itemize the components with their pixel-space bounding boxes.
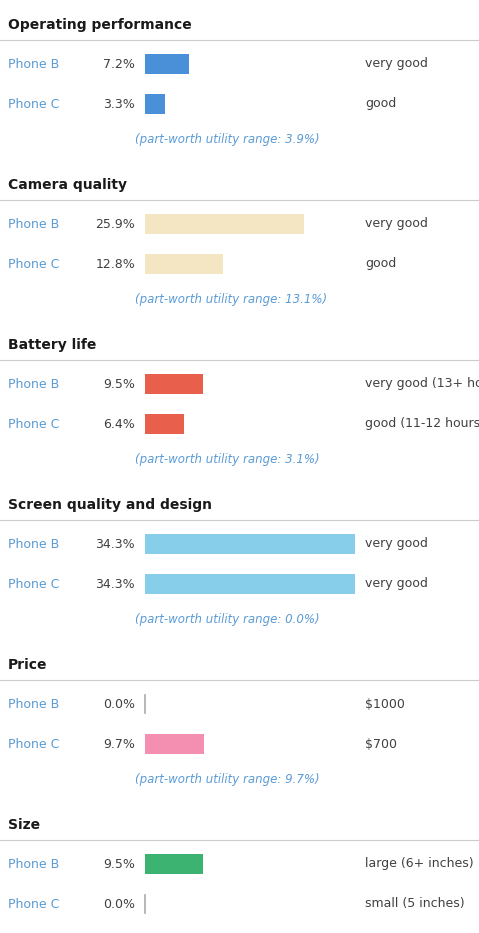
Text: Phone B: Phone B (8, 857, 59, 870)
Text: 9.7%: 9.7% (103, 737, 135, 750)
Text: 0.0%: 0.0% (103, 698, 135, 711)
Text: large (6+ inches): large (6+ inches) (365, 857, 474, 870)
Text: $1000: $1000 (365, 698, 405, 711)
Text: good: good (365, 258, 396, 271)
Bar (145, 374, 203, 394)
Text: 25.9%: 25.9% (95, 217, 135, 230)
Text: Camera quality: Camera quality (8, 178, 127, 192)
Text: 9.5%: 9.5% (103, 378, 135, 391)
Text: Phone B: Phone B (8, 537, 59, 550)
Text: Phone C: Phone C (8, 737, 59, 750)
Text: small (5 inches): small (5 inches) (365, 898, 465, 911)
Text: $700: $700 (365, 737, 397, 750)
Text: (part-worth utility range: 3.9%): (part-worth utility range: 3.9%) (135, 133, 319, 146)
Bar (145, 255, 223, 273)
Text: 7.2%: 7.2% (103, 58, 135, 71)
Bar (145, 215, 304, 233)
Text: 9.5%: 9.5% (103, 857, 135, 870)
Text: 0.0%: 0.0% (103, 898, 135, 911)
Text: (part-worth utility range: 0.0%): (part-worth utility range: 0.0%) (135, 614, 319, 626)
Text: Operating performance: Operating performance (8, 18, 192, 32)
Text: Phone C: Phone C (8, 258, 59, 271)
Text: Phone B: Phone B (8, 58, 59, 71)
Text: Price: Price (8, 658, 47, 672)
Text: Phone B: Phone B (8, 698, 59, 711)
Text: (part-worth utility range: 3.1%): (part-worth utility range: 3.1%) (135, 453, 319, 466)
Bar (145, 855, 203, 873)
Text: 34.3%: 34.3% (95, 578, 135, 591)
Text: 34.3%: 34.3% (95, 537, 135, 550)
Text: Screen quality and design: Screen quality and design (8, 498, 212, 512)
Text: Battery life: Battery life (8, 338, 96, 352)
Text: Phone C: Phone C (8, 98, 59, 110)
Text: Size: Size (8, 818, 40, 832)
Text: Phone B: Phone B (8, 378, 59, 391)
Text: 12.8%: 12.8% (95, 258, 135, 271)
Bar (145, 94, 165, 114)
Text: 3.3%: 3.3% (103, 98, 135, 110)
Text: very good: very good (365, 537, 428, 550)
Text: very good: very good (365, 58, 428, 71)
Text: Phone C: Phone C (8, 578, 59, 591)
Text: good: good (365, 98, 396, 110)
Bar (145, 575, 355, 593)
Bar (145, 54, 189, 74)
Bar (145, 414, 184, 434)
Text: Phone C: Phone C (8, 898, 59, 911)
Text: 6.4%: 6.4% (103, 417, 135, 430)
Text: very good (13+ hours): very good (13+ hours) (365, 378, 479, 391)
Bar (145, 734, 205, 754)
Bar (145, 535, 355, 553)
Text: (part-worth utility range: 13.1%): (part-worth utility range: 13.1%) (135, 294, 327, 307)
Text: Phone C: Phone C (8, 417, 59, 430)
Text: (part-worth utility range: 9.7%): (part-worth utility range: 9.7%) (135, 773, 319, 787)
Text: good (11-12 hours): good (11-12 hours) (365, 417, 479, 430)
Text: Phone B: Phone B (8, 217, 59, 230)
Text: very good: very good (365, 217, 428, 230)
Text: very good: very good (365, 578, 428, 591)
